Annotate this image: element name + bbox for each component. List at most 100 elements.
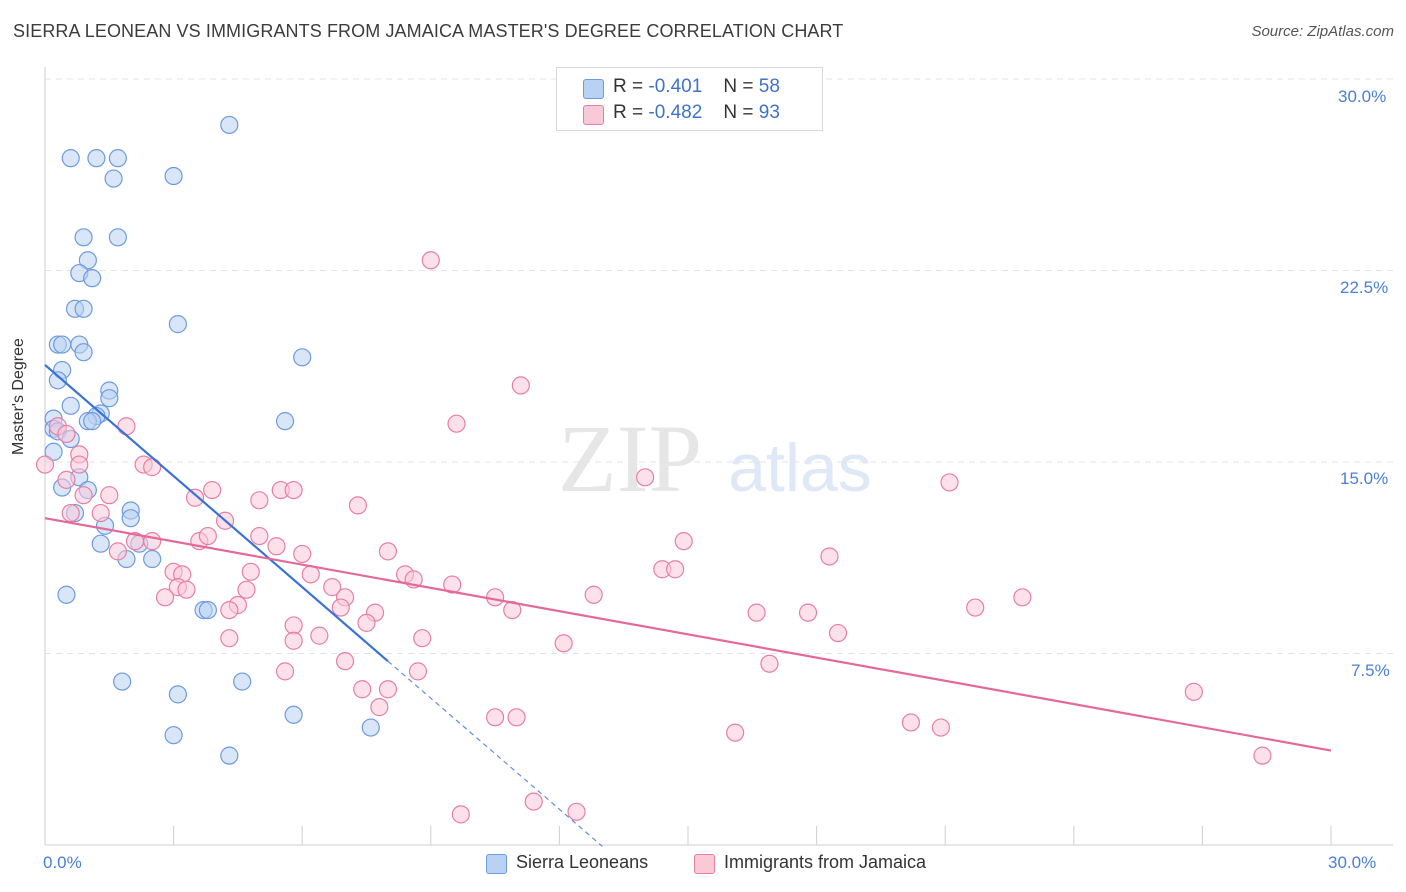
jamaica-immigrant-point [1184,682,1203,701]
jamaica-immigrant-point [331,598,350,617]
jamaica-immigrant-point [241,562,260,581]
x-tick-label-min: 0.0% [43,853,82,872]
jamaica-immigrant-point [237,580,256,599]
jamaica-immigrant-point [74,486,93,505]
axes [44,67,1393,846]
jamaica-immigrant-point [108,542,127,561]
sierra-leonean-point [74,343,93,362]
y-tick-label-30: 30.0% [1338,87,1387,106]
sierra-leonean-point [91,534,110,553]
jamaica-immigrant-point [220,600,239,620]
legend-n-value-blue: 58 [758,76,780,97]
jamaica-immigrant-point [378,542,398,561]
jamaica-immigrant-point [408,662,428,681]
sierra-leonean-point [275,412,295,431]
bottom-legend-label-blue: Sierra Leoneans [516,852,649,872]
jamaica-immigrant-point [100,486,119,505]
jamaica-immigrant-point [35,455,55,474]
trend-lines [44,364,1332,847]
jamaica-immigrant-point [567,802,586,821]
jamaica-immigrant-point [353,680,372,699]
y-tick-label-15: 15.0% [1340,469,1389,488]
bottom-legend-swatch-pink [694,854,715,874]
watermark: ZIP atlas [558,405,872,512]
sierra-leonean-point [164,166,183,186]
jamaica-immigrant-point [357,613,376,632]
sierra-leonean-point [83,412,102,431]
jamaica-immigrant-point [378,680,398,699]
jamaica-immigrant-point [828,623,848,643]
jamaica-immigrant-point [310,626,329,645]
jamaica-immigrant-point [486,708,505,727]
jamaica-immigrant-point [554,634,573,653]
jamaica-immigrant-point [250,526,269,546]
jamaica-immigrant-point [284,480,303,500]
jamaica-immigrant-point [760,654,779,673]
sierra-leonean-point [78,251,97,270]
y-axis-label: Master's Degree [10,338,27,455]
jamaica-immigrant-point [413,629,432,648]
jamaica-immigrant-point [443,575,462,594]
jamaica-immigrant-point [511,376,530,395]
jamaica-immigrant-point [931,718,951,737]
jamaica-immigrant-point [584,585,603,604]
jamaica-immigrant-point [143,532,162,551]
jamaica-immigrant-point [91,503,110,523]
legend-swatch-pink [583,105,604,125]
sierra-leonean-point [220,115,239,135]
legend-r-label: R = [613,102,644,123]
x-tick-label-max: 30.0% [1328,853,1377,872]
legend-r-label: R = [613,76,644,97]
jamaica-immigrant-point [524,792,543,811]
data-points [35,115,1272,824]
jamaica-immigrant-point [293,544,312,564]
sierra-leonean-point [83,269,102,288]
sierra-leonean-trend-line [44,364,389,662]
jamaica-immigrant-point [335,652,355,671]
jamaica-immigrant-point [177,580,196,599]
sierra-leonean-point [61,396,80,415]
jamaica-immigrant-point [901,713,921,732]
sierra-leonean-point [57,585,76,604]
chart-title: SIERRA LEONEAN VS IMMIGRANTS FROM JAMAIC… [13,21,844,41]
sierra-leonean-point [168,685,187,704]
sierra-leonean-point [108,228,127,247]
jamaica-immigrant-point [1253,746,1272,765]
jamaica-immigrant-point [250,491,269,510]
jamaica-immigrant-point [284,616,303,635]
jamaica-immigrant-point [185,488,205,507]
sierra-leonean-point [87,149,106,168]
jamaica-immigrant-point [421,251,440,270]
jamaica-immigrant-point [155,588,175,607]
jamaica-immigrant-point [747,603,766,622]
legend-r-value-pink: -0.482 [648,102,703,123]
y-tick-label-22-5: 22.5% [1340,278,1389,297]
sierra-leonean-point [44,442,63,461]
jamaica-immigrant-point [451,805,470,824]
jamaica-immigrant-point [370,698,389,717]
legend-swatch-blue [583,79,604,99]
jamaica-immigrant-point [117,417,136,436]
sierra-leonean-point [164,726,183,745]
y-tick-label-7-5: 7.5% [1351,661,1390,680]
legend-n-label: N = [723,76,754,97]
jamaica-immigrant-point [820,547,839,566]
sierra-leonean-point [284,705,303,724]
sierra-leonean-point [293,348,312,367]
jamaica-immigrant-point [284,631,303,650]
jamaica-immigrant-point [447,414,466,433]
jamaica-immigrant-point [301,565,320,584]
sierra-leonean-point [143,549,162,569]
sierra-leonean-point [113,672,132,691]
legend-n-value-pink: 93 [758,102,780,123]
sierra-leonean-point [108,149,127,168]
jamaica-immigrant-point [674,532,693,551]
sierra-leonean-point [104,169,123,188]
jamaica-immigrant-point [203,480,222,500]
jamaica-immigrant-point [666,560,685,579]
legend-n-label: N = [723,102,754,123]
sierra-leonean-point [233,672,252,691]
jamaica-immigrant-point [57,470,76,489]
jamaica-immigrant-point [70,455,89,474]
